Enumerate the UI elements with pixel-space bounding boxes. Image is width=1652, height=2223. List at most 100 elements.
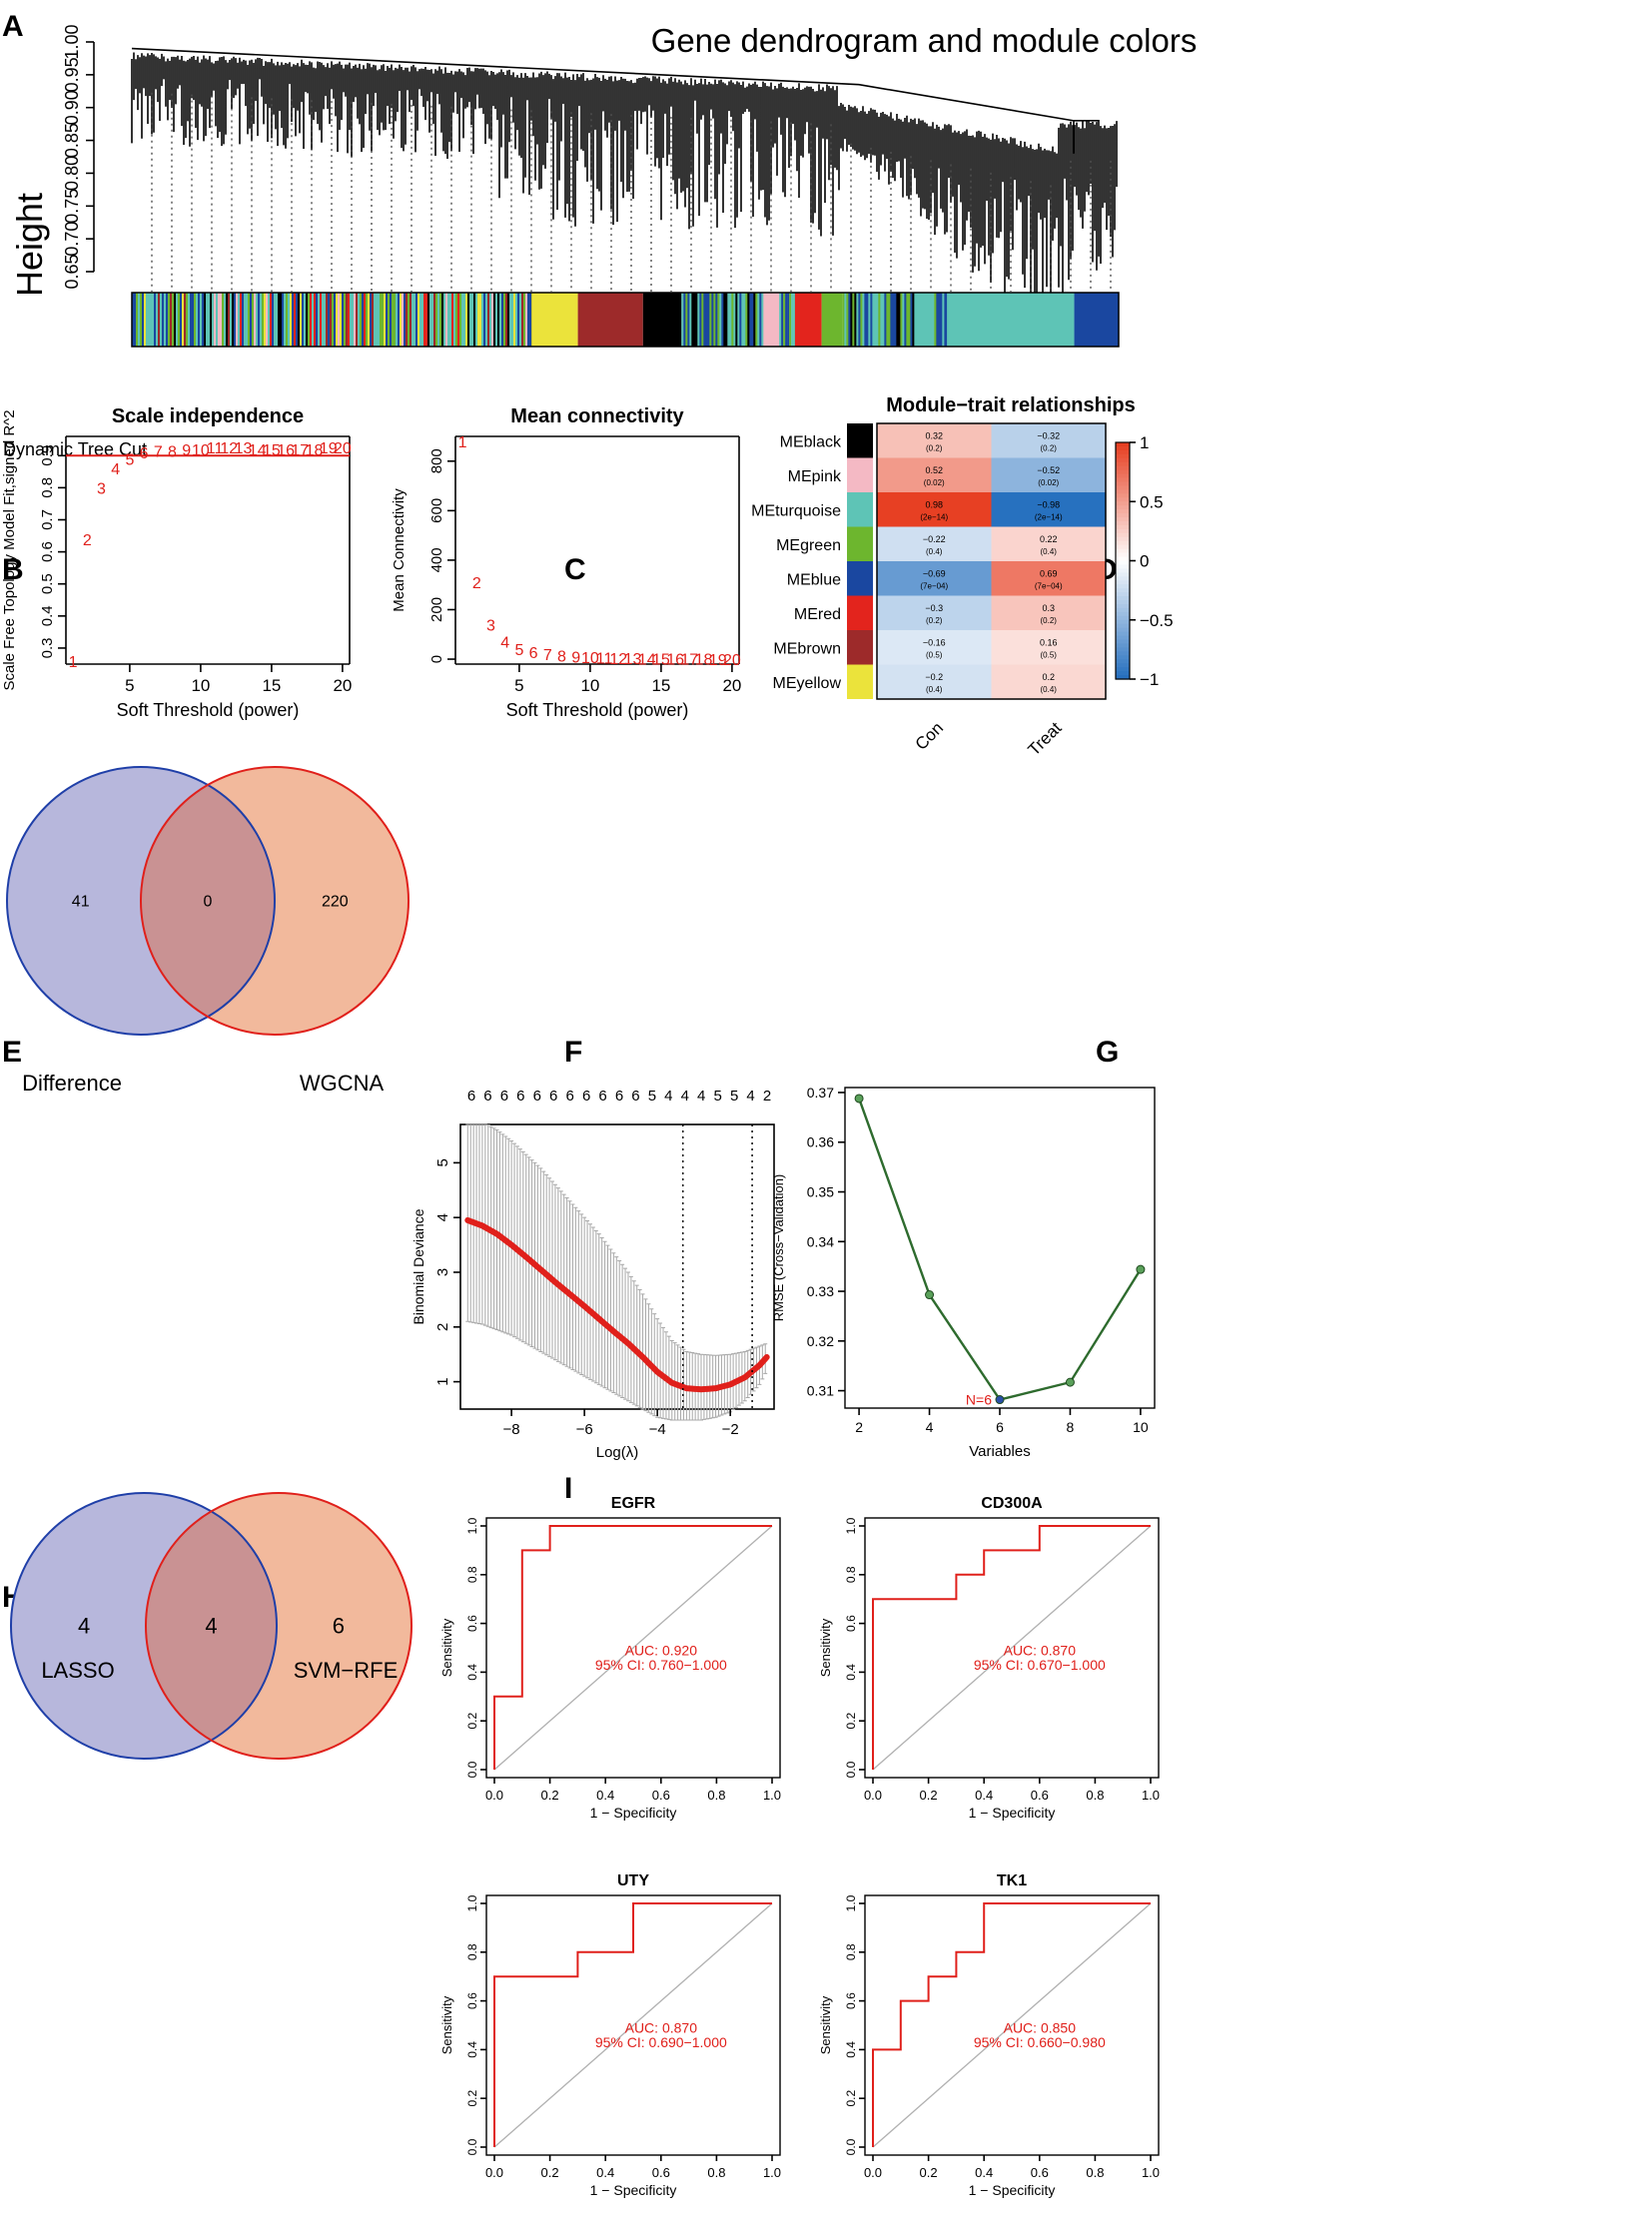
module-stripe [850,293,853,347]
point-label: 4 [111,461,120,478]
point-label: 20 [723,652,741,669]
point-label: 15 [263,442,281,459]
legend-swatch [1116,445,1130,451]
module-stripe [479,293,482,347]
module-stripe [230,293,233,347]
module-stripe [888,293,891,347]
module-stripe [749,293,752,347]
module-stripe [753,293,756,347]
cell-value: −0.32 [1037,430,1060,440]
module-stripe [455,293,458,347]
legend-swatch [1116,528,1130,534]
y-tick-label: 0.5 [39,573,56,594]
module-stripe [930,293,933,347]
row-label: MEgreen [776,537,841,554]
cell-value: −0.3 [925,603,943,613]
column-label: Con [912,718,947,753]
module-stripe [866,293,869,347]
module-stripe [419,293,422,347]
module-stripe [924,293,927,347]
y-tick-label: 0.90 [62,90,82,125]
ci-label: 95% CI: 0.760−1.000 [595,1657,727,1673]
module-stripe [697,293,700,347]
point-label: 12 [220,440,238,457]
heat-cell-treat [991,664,1106,699]
module-stripe [162,293,165,347]
heat-cell-con [877,457,992,492]
venn-count-both: 0 [204,893,213,910]
y-axis-label: Sensitivity [818,1618,833,1677]
x-tick-label: 5 [125,676,134,695]
module-stripe [844,293,847,347]
cell-pvalue: (2e−14) [1035,512,1063,521]
module-stripe [854,293,857,347]
module-stripe [306,293,309,347]
nonzero-count-label: 6 [615,1088,623,1105]
legend-swatch [1116,572,1130,577]
cell-pvalue: (0.2) [1041,443,1058,452]
module-stripe [188,293,191,347]
cell-value: 0.32 [925,430,943,440]
module-stripe [467,293,470,347]
y-tick-label: 3 [434,1268,451,1276]
module-stripe [447,293,450,347]
point-label: 10 [192,442,210,459]
error-bars [465,1123,768,1421]
y-axis-label: Binomial Deviance [411,1208,426,1324]
module-stripe [328,293,331,347]
module-stripe [783,293,786,347]
module-stripe [218,293,221,347]
x-tick-label: 15 [651,676,670,695]
module-stripe [711,293,714,347]
auc-label: AUC: 0.870 [1004,1642,1077,1658]
legend-swatch [1116,453,1130,459]
venn-label-b: SVM−RFE [294,1658,399,1683]
point-label: 20 [334,440,352,457]
module-stripe [485,293,488,347]
y-tick-label: 0.33 [807,1283,834,1299]
plot-frame [864,1517,1160,1779]
module-stripe [787,293,790,347]
module-stripe [906,293,909,347]
module-stripe [423,293,426,347]
heat-cell-con [877,561,992,596]
legend-swatch [1116,517,1130,522]
legend-swatch [1116,607,1130,613]
module-stripe [928,293,931,347]
y-tick-label: 0.34 [807,1233,834,1249]
y-tick-label: 0.37 [807,1085,834,1101]
y-tick-label: 0.75 [62,189,82,224]
point-label: 3 [97,480,106,497]
x-tick-label: 10 [1133,1419,1149,1435]
module-stripe [228,293,231,347]
x-tick-label: 0.4 [596,2165,614,2180]
heat-cell-treat [991,526,1106,561]
nonzero-count-label: 6 [582,1088,590,1105]
x-tick-label: −6 [576,1421,593,1438]
module-stripe [789,293,792,347]
x-tick-label: 0.4 [596,1788,614,1803]
module-stripe [222,293,225,347]
cell-value: −0.98 [1037,499,1060,509]
module-stripe [212,293,215,347]
module-stripe [685,293,688,347]
panel-label-i: I [564,1472,572,1505]
cell-pvalue: (0.4) [1041,685,1058,694]
module-stripe [242,293,245,347]
diagonal-line [872,1525,1152,1771]
legend-swatch [1116,619,1130,625]
legend-swatch [1116,615,1130,621]
legend-swatch [1116,600,1130,605]
x-tick-label: 0.4 [975,2165,993,2180]
module-stripe [288,293,291,347]
module-stripe [350,293,353,347]
legend-tick-label: −0.5 [1140,611,1174,630]
module-stripe [380,293,383,347]
y-tick-label: 1.0 [465,1894,479,1911]
module-stripe [298,293,301,347]
module-stripe [940,293,943,347]
deviance-curve [464,1216,770,1393]
module-stripe [262,293,265,347]
